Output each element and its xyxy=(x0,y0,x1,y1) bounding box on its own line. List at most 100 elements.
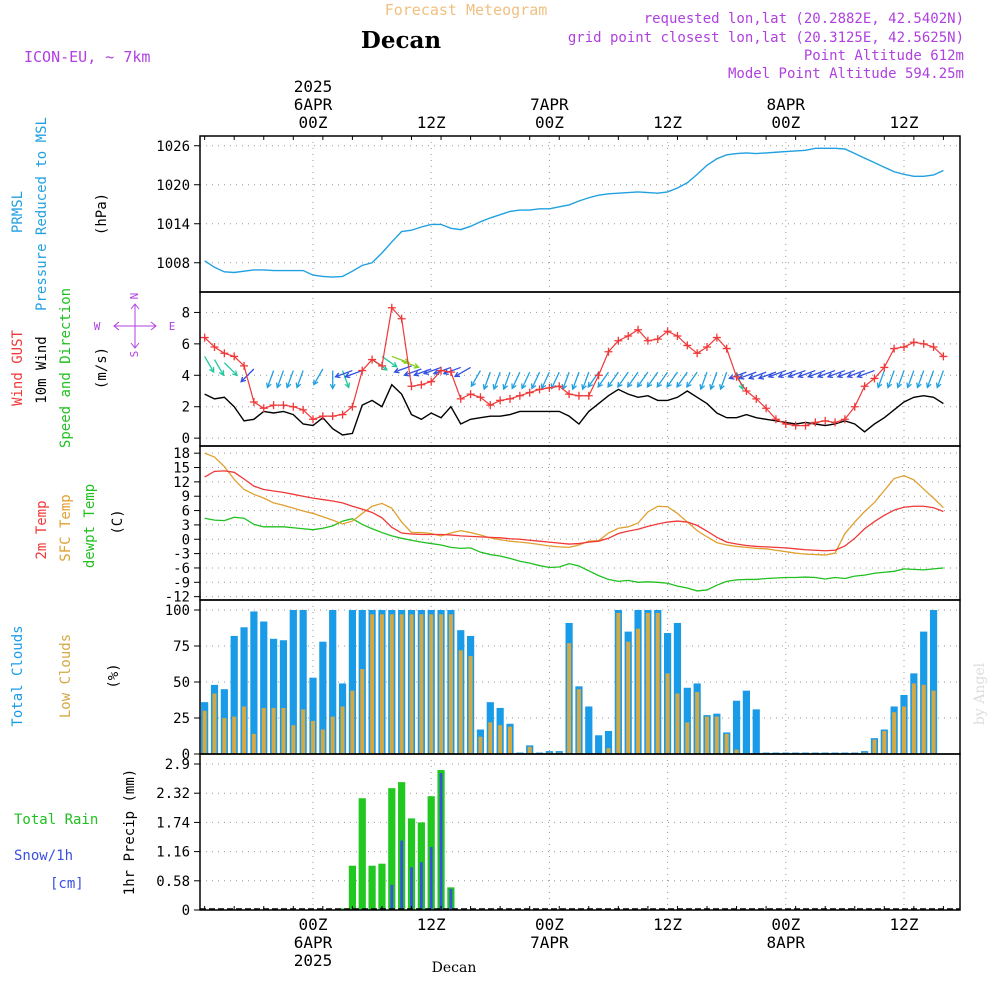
bottom-time-label: 00Z xyxy=(771,915,800,934)
y-tick-label: 18 xyxy=(173,446,190,462)
gust-point xyxy=(427,377,436,386)
compass-rose: N S W E xyxy=(94,293,176,358)
y-tick-label: 1.16 xyxy=(156,845,190,861)
snow-label: Snow/1h xyxy=(14,848,73,864)
y-tick-label: -12 xyxy=(165,590,190,606)
y-tick-label: 3 xyxy=(182,518,190,534)
wind-direction-arrow xyxy=(788,369,806,378)
top-time-label: 12Z xyxy=(653,113,682,132)
bottom-time-label: 12Z xyxy=(890,915,919,934)
wind-arrow-head xyxy=(511,383,517,390)
low-cloud-bar xyxy=(261,707,266,754)
gust-point xyxy=(732,372,741,381)
compass-west: W xyxy=(94,320,101,333)
compass-n-head xyxy=(130,303,140,310)
bottom-time-label: 6APR xyxy=(294,933,333,952)
wind-arrow-head xyxy=(393,367,400,374)
low-cloud-bar xyxy=(379,614,384,754)
y-tick-label: 50 xyxy=(173,675,190,691)
low-cloud-bar xyxy=(872,739,877,754)
y-tick-label: -9 xyxy=(173,575,190,591)
wind-arrow-head xyxy=(777,372,784,379)
rain-bar xyxy=(358,798,366,910)
gust-point xyxy=(309,415,317,424)
bottom-time-label: 12Z xyxy=(653,915,682,934)
wind-arrow-head xyxy=(482,384,489,391)
low-cloud-bar xyxy=(212,693,217,754)
wind-direction-arrow xyxy=(213,359,225,376)
model-altitude: Model Point Altitude 594.25m xyxy=(728,66,964,82)
total-cloud-bar xyxy=(329,610,337,754)
model-label: ICON-EU, ~ 7km xyxy=(24,48,150,66)
gust-point xyxy=(604,347,613,356)
gust-point xyxy=(328,412,337,421)
gust-point xyxy=(525,388,534,397)
wind-direction-arrow xyxy=(391,355,409,364)
low-cloud-bar xyxy=(232,716,237,754)
wind10m-line xyxy=(204,383,944,436)
gust-point xyxy=(318,412,327,421)
wind-arrow-head xyxy=(295,382,302,389)
gust-point xyxy=(446,368,455,377)
wind-arrow-head xyxy=(646,381,653,388)
wind-direction-arrow xyxy=(798,369,816,378)
y-tick-label: 1026 xyxy=(156,139,190,155)
wind-direction-arrow xyxy=(483,371,491,390)
wind-direction-arrow xyxy=(401,360,419,368)
dewpt-line xyxy=(204,516,944,592)
wind-arrow-head xyxy=(530,383,537,390)
total-clouds-label: Total Clouds xyxy=(10,625,26,726)
gust-point xyxy=(643,336,652,345)
gust-point xyxy=(840,415,849,424)
top-time-label: 00Z xyxy=(535,113,564,132)
gust-point xyxy=(584,391,593,400)
wind10m-label: 10m Wind xyxy=(34,336,50,403)
wind-direction-arrow xyxy=(617,371,629,388)
gust-point xyxy=(535,385,544,394)
y-tick-label: 1014 xyxy=(156,217,190,233)
low-cloud-bar xyxy=(389,614,394,754)
y-tick-label: 1.74 xyxy=(156,815,190,831)
gust-point xyxy=(476,393,485,402)
low-cloud-bar xyxy=(251,733,256,754)
gust-point xyxy=(890,344,899,353)
gust-point xyxy=(634,325,643,334)
compass-south: S xyxy=(128,351,141,358)
gust-point xyxy=(200,333,209,342)
y-tick-label: 12 xyxy=(173,475,190,491)
prmsl-line xyxy=(204,147,944,278)
y-tick-label: 6 xyxy=(182,504,190,520)
wind-direction-arrow xyxy=(646,371,659,388)
low-cloud-bar xyxy=(340,706,345,754)
gust-point xyxy=(860,382,869,391)
wind-direction-arrow xyxy=(511,371,521,389)
gust-point xyxy=(614,336,623,345)
wind-direction-arrow xyxy=(710,371,718,390)
y-tick-label: 100 xyxy=(165,603,190,619)
wind-direction-arrow xyxy=(607,371,619,388)
y-tick-label: 2.32 xyxy=(156,786,190,802)
total-rain-label: Total Rain xyxy=(14,812,98,828)
total-cloud-bar xyxy=(348,610,356,754)
wind-direction-arrow xyxy=(470,370,482,387)
gust-point xyxy=(811,418,820,427)
wind-direction-arrow xyxy=(837,369,855,378)
low-cloud-bar xyxy=(882,730,887,754)
wind-arrow-head xyxy=(470,381,477,388)
wind-direction-arrow xyxy=(686,371,698,388)
top-time-label: 00Z xyxy=(299,113,328,132)
gust-point xyxy=(397,314,406,323)
top-time-label: 7APR xyxy=(530,95,569,114)
gust-point xyxy=(850,402,859,411)
wind-arrow-head xyxy=(403,370,410,377)
gust-point xyxy=(900,343,908,351)
wind-direction-arrow xyxy=(729,371,747,379)
gust-point xyxy=(555,382,564,391)
y-tick-label: 0 xyxy=(182,532,190,548)
top-time-label: 8APR xyxy=(767,95,806,114)
wind-direction-arrow xyxy=(656,371,669,388)
wind-direction-arrow xyxy=(423,366,442,375)
low-cloud-bar xyxy=(242,706,247,754)
